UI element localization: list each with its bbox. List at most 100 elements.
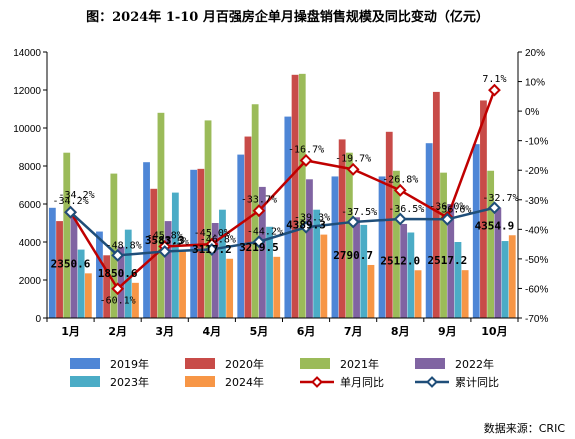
bar — [501, 241, 509, 318]
line-point — [252, 235, 266, 249]
legend-label: 2019年 — [110, 357, 149, 371]
line-value-label: -60.1% — [100, 296, 136, 307]
bar — [110, 173, 118, 318]
bar — [211, 223, 219, 318]
y2-tick-label: -10% — [525, 137, 548, 148]
legend-swatch — [185, 376, 215, 387]
bar — [266, 226, 273, 318]
bar — [508, 235, 516, 318]
line-value-label: -47.5% — [153, 237, 189, 248]
line-value-label: -26.8% — [382, 174, 418, 185]
bar — [56, 221, 63, 318]
legend-label: 累计同比 — [455, 376, 499, 389]
line-value-label: -39.3% — [294, 212, 330, 223]
chart-title: 图：2024年 1-10 月百强房企单月操盘销售规模及同比变动（亿元） — [86, 10, 489, 25]
bar-value-label: 3583.3 — [145, 234, 185, 247]
bar — [487, 170, 495, 318]
line-point — [440, 212, 454, 226]
axes-layer: 0 2000 4000 6000 8000 10000 12000 14000 20% 10% 0%… — [13, 48, 548, 338]
bar — [472, 144, 480, 318]
bar — [164, 221, 172, 318]
bar — [447, 204, 455, 318]
line-point — [299, 154, 313, 167]
bar — [48, 207, 56, 318]
line-value-label: -16.7% — [288, 144, 324, 155]
y2-tick-label: -20% — [525, 166, 548, 177]
label-layer: -34.2% -60.1% -45.8% -45.0% -33.7% -16.7% -19.… — [51, 74, 519, 307]
y2-tick-label: 0% — [525, 107, 540, 118]
bar — [494, 207, 502, 318]
bar — [385, 131, 393, 318]
line-point — [488, 201, 501, 215]
bar — [367, 264, 375, 318]
y2-tick-label: -60% — [525, 284, 548, 295]
y2-tick-label: 20% — [525, 48, 545, 59]
bar — [407, 232, 415, 318]
bar-layer — [48, 73, 516, 319]
line-value-label: -37.5% — [341, 207, 377, 218]
bar — [338, 139, 346, 318]
y-tick-label: 0 — [35, 314, 41, 325]
x-tick-label: 1月 — [61, 325, 80, 338]
bar — [313, 209, 321, 318]
legend-swatch — [70, 376, 100, 387]
bar — [393, 170, 400, 318]
y2-tick-label: -50% — [525, 255, 548, 266]
x-tick-label: 3月 — [155, 325, 174, 338]
legend-label: 2023年 — [110, 375, 149, 389]
line-value-label: -45.0% — [194, 228, 230, 239]
bar — [331, 176, 339, 318]
bar — [143, 162, 150, 318]
bar-value-label: 4354.9 — [475, 219, 515, 232]
y-tick-label: 2000 — [19, 276, 42, 287]
line-point — [393, 183, 407, 197]
line-value-label: -36.0% — [429, 202, 465, 213]
legend: 2019年 2020年 2021年 2022年 2023年 2024年 单月同比 累计同比 — [70, 357, 499, 389]
bar — [258, 186, 266, 318]
bar — [226, 258, 234, 318]
line-layer — [64, 83, 501, 296]
x-tick-label: 8月 — [391, 325, 410, 338]
bar — [117, 246, 125, 318]
line-point — [299, 220, 313, 234]
line-point — [252, 204, 266, 218]
y2-tick-label: -70% — [525, 314, 548, 325]
line-value-label: -36.5% — [388, 204, 424, 215]
bar — [306, 179, 313, 318]
line-point — [346, 162, 360, 176]
x-tick-label: 6月 — [297, 325, 316, 338]
line-value-label: -19.7% — [335, 153, 371, 164]
line-point — [488, 83, 501, 97]
bar — [284, 116, 292, 318]
bar — [425, 143, 433, 318]
y2-tick-label: -40% — [525, 225, 548, 236]
bar-value-label: 2512.0 — [380, 254, 420, 267]
line-point — [158, 245, 172, 258]
bar — [63, 152, 71, 318]
bar-value-label: 3219.5 — [239, 241, 279, 254]
bar — [103, 255, 111, 318]
y-tick-label: 10000 — [13, 124, 41, 135]
bar — [353, 217, 360, 318]
line-value-label: -45.8% — [147, 230, 183, 241]
line-point — [205, 243, 219, 256]
legend-marker — [426, 376, 438, 388]
line-value-label: 7.1% — [482, 74, 506, 85]
line-series-2 — [69, 206, 495, 257]
y2-tick-label: 10% — [525, 78, 545, 89]
legend-label: 2021年 — [340, 357, 379, 371]
bar — [298, 73, 306, 318]
legend-label: 单月同比 — [340, 376, 384, 389]
legend-swatch — [300, 358, 330, 369]
legend-label: 2020年 — [225, 357, 264, 371]
x-tick-label: 10月 — [481, 325, 507, 338]
legend-label: 2022年 — [455, 357, 494, 371]
bar-value-label: 2517.2 — [427, 254, 467, 267]
y-tick-label: 12000 — [13, 86, 41, 97]
bar — [400, 223, 408, 318]
line-value-label: -48.8% — [106, 240, 142, 251]
x-tick-label: 9月 — [438, 325, 457, 338]
line-value-label: -34.2% — [58, 190, 94, 201]
legend-swatch — [70, 358, 100, 369]
bar — [219, 209, 226, 318]
